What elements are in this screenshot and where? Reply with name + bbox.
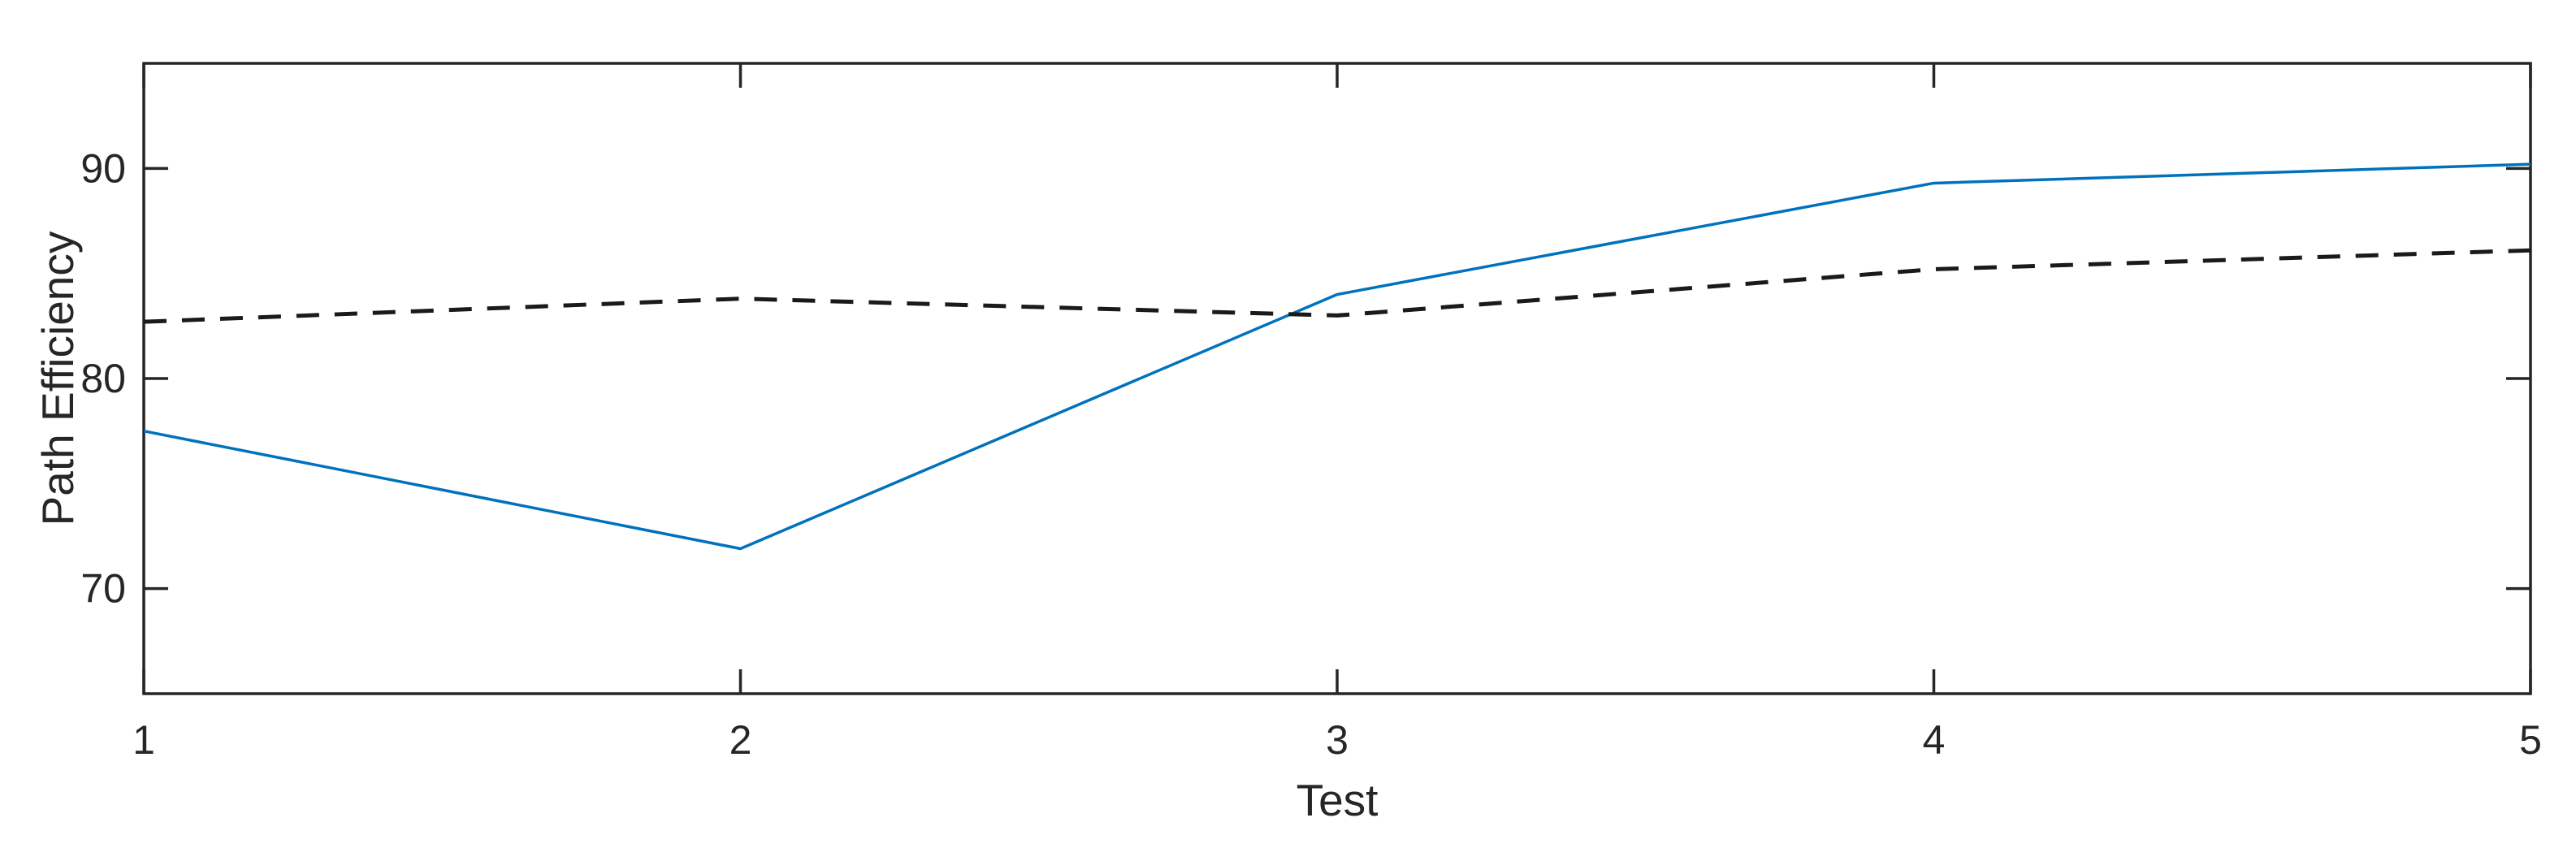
y-tick-label: 90 (80, 145, 126, 191)
series-dashed-black-line (143, 248, 2531, 324)
x-tick-label: 2 (730, 717, 752, 763)
x-tick-label: 4 (1923, 717, 1946, 763)
series-solid-blue-line (143, 162, 2531, 551)
axes-box (142, 62, 2532, 695)
y-tick-label: 70 (80, 566, 126, 612)
y-tick-label: 80 (80, 356, 126, 401)
x-axis-label: Test (1297, 775, 1379, 825)
x-tick-label: 3 (1326, 717, 1349, 763)
y-axis-label: Path Efficiency (32, 231, 83, 526)
x-tick-label: 1 (132, 717, 155, 763)
x-tick-label: 5 (2519, 717, 2542, 763)
